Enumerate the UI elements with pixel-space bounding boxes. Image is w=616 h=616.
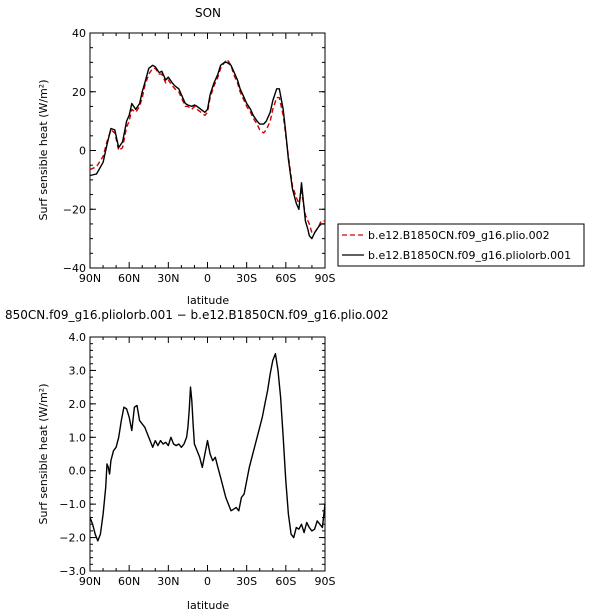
top-y-tick-label: 20 bbox=[72, 86, 86, 99]
bottom-y-tick-label: −3.0 bbox=[59, 565, 86, 578]
top-y-axis-label: Surf sensible heat (W/m²) bbox=[37, 80, 50, 221]
top-series-line-0 bbox=[89, 58, 325, 234]
top-x-tick-label: 60S bbox=[275, 272, 296, 285]
bottom-y-tick-label: 3.0 bbox=[69, 364, 87, 377]
top-y-tick-label: 40 bbox=[72, 27, 86, 40]
bottom-x-tick-label: 30N bbox=[157, 575, 179, 588]
top-x-tick-label: 0 bbox=[204, 272, 211, 285]
legend: b.e12.B1850CN.f09_g16.plio.002 b.e12.B18… bbox=[337, 223, 585, 267]
bottom-x-tick-label: 90S bbox=[315, 575, 336, 588]
bottom-y-tick-label: −1.0 bbox=[59, 498, 86, 511]
bottom-x-tick-label: 0 bbox=[204, 575, 211, 588]
top-series-line-1 bbox=[89, 61, 325, 240]
bottom-plot-frame bbox=[89, 336, 326, 572]
bottom-x-tick-label: 60N bbox=[118, 575, 140, 588]
top-y-tick-label: −20 bbox=[63, 203, 86, 216]
top-x-tick-label: 60N bbox=[118, 272, 140, 285]
bottom-y-tick-label: 2.0 bbox=[69, 398, 87, 411]
legend-label-pliolorb: b.e12.B1850CN.f09_g16.pliolorb.001 bbox=[368, 249, 571, 262]
bottom-plot-area: 90N 60N 30N 0 30S 60S 90S 4.0 3.0 2.0 1.0 0.0 −1.0 −2… bbox=[59, 331, 335, 588]
bottom-y-tick-label: 4.0 bbox=[69, 331, 87, 344]
bottom-y-tick-label: −2.0 bbox=[59, 532, 86, 545]
top-x-tick-label: 30S bbox=[236, 272, 257, 285]
bottom-y-axis-label: Surf sensible heat (W/m²) bbox=[37, 384, 50, 525]
top-y-tick-label: 0 bbox=[79, 145, 86, 158]
bottom-x-tick-label: 90N bbox=[79, 575, 101, 588]
bottom-x-axis-label: latitude bbox=[187, 599, 229, 612]
legend-label-plio: b.e12.B1850CN.f09_g16.plio.002 bbox=[368, 229, 550, 242]
bottom-y-tick-label: 1.0 bbox=[69, 431, 87, 444]
top-x-tick-label: 30N bbox=[157, 272, 179, 285]
top-plot-frame bbox=[89, 32, 326, 269]
top-y-tick-label: −40 bbox=[63, 262, 86, 275]
bottom-x-tick-label: 60S bbox=[275, 575, 296, 588]
bottom-series-line-0 bbox=[89, 353, 326, 542]
legend-box bbox=[337, 223, 585, 267]
top-x-tick-label: 90S bbox=[315, 272, 336, 285]
top-plot-area: 90N 60N 30N 0 30S 60S 90S 40 20 0 −20 −40 bbox=[63, 27, 336, 285]
bottom-y-tick-label: 0.0 bbox=[69, 465, 87, 478]
chart-title-difference: 850CN.f09_g16.pliolorb.001 − b.e12.B1850… bbox=[5, 308, 389, 322]
chart-title-son: SON bbox=[195, 6, 221, 20]
bottom-x-tick-label: 30S bbox=[236, 575, 257, 588]
top-x-axis-label: latitude bbox=[187, 294, 229, 307]
top-x-tick-label: 90N bbox=[79, 272, 101, 285]
